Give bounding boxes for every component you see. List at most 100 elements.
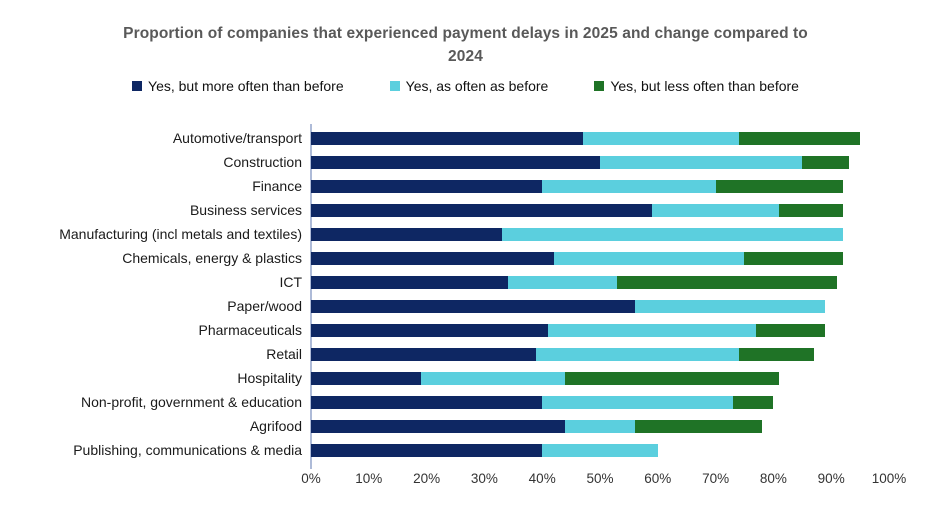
bar-segment (779, 203, 843, 217)
bar-segment (542, 179, 716, 193)
legend-item: Yes, but more often than before (132, 78, 344, 94)
bar-segment (311, 443, 543, 457)
stacked-bar (311, 323, 889, 337)
bar-rows: Automotive/transport Construction Finance B… (0, 126, 931, 462)
category-label: Chemicals, energy & plastics (122, 250, 302, 266)
bar-segment (547, 323, 757, 337)
bar-segment (311, 131, 583, 145)
bar-segment (600, 155, 803, 169)
legend-item: Yes, as often as before (389, 78, 549, 94)
bar-segment (311, 179, 543, 193)
bar-segment (507, 275, 618, 289)
bar-row: Agrifood (0, 414, 931, 438)
bar-row: Automotive/transport (0, 126, 931, 150)
x-axis-tick: 20% (413, 471, 441, 486)
legend-label: Yes, as often as before (405, 78, 549, 94)
bar-segment (582, 131, 739, 145)
y-axis-line (310, 124, 312, 469)
category-label: ICT (279, 274, 302, 290)
legend-label: Yes, but more often than before (148, 78, 344, 94)
legend-label: Yes, but less often than before (610, 78, 799, 94)
category-label: Agrifood (249, 418, 302, 434)
category-label: Manufacturing (incl metals and textiles) (59, 226, 302, 242)
stacked-bar (311, 275, 889, 289)
x-axis-tick: 10% (355, 471, 383, 486)
x-axis-tick: 90% (817, 471, 845, 486)
bar-row: Publishing, communications & media (0, 438, 931, 462)
stacked-bar (311, 155, 889, 169)
stacked-bar (311, 419, 889, 433)
x-axis-tick: 50% (586, 471, 614, 486)
bar-row: Retail (0, 342, 931, 366)
bar-row: Manufacturing (incl metals and textiles) (0, 222, 931, 246)
category-label: Business services (189, 202, 302, 218)
bar-row: Finance (0, 174, 931, 198)
bar-segment (501, 227, 843, 241)
category-label: Publishing, communications & media (73, 442, 302, 458)
chart-legend: Yes, but more often than before Yes, as o… (0, 78, 931, 94)
stacked-bar (311, 179, 889, 193)
bar-row: Hospitality (0, 366, 931, 390)
category-label: Retail (266, 346, 302, 362)
bar-row: Non-profit, government & education (0, 390, 931, 414)
stacked-bar (311, 371, 889, 385)
x-axis-tick: 70% (702, 471, 730, 486)
bar-segment (542, 443, 658, 457)
x-axis-tick: 60% (644, 471, 672, 486)
bar-segment (738, 131, 861, 145)
bar-segment (744, 251, 843, 265)
bar-segment (311, 299, 635, 313)
bar-segment (311, 203, 653, 217)
bar-segment (311, 371, 421, 385)
stacked-bar (311, 131, 889, 145)
bar-segment (536, 347, 739, 361)
category-label: Automotive/transport (172, 130, 302, 146)
bar-segment (756, 323, 826, 337)
stacked-bar (311, 251, 889, 265)
chart-title: Proportion of companies that experienced… (123, 25, 808, 66)
legend-swatch-icon (389, 81, 400, 91)
bar-row: Business services (0, 198, 931, 222)
bar-segment (311, 227, 502, 241)
bar-segment (311, 155, 600, 169)
bar-row: Pharmaceuticals (0, 318, 931, 342)
x-axis-tick: 30% (470, 471, 498, 486)
x-axis-tick: 100% (871, 471, 907, 486)
stacked-bar (311, 227, 889, 241)
bar-segment (553, 251, 745, 265)
bar-row: ICT (0, 270, 931, 294)
bar-segment (802, 155, 849, 169)
bar-segment (634, 299, 826, 313)
x-axis-tick: 80% (759, 471, 787, 486)
bar-segment (617, 275, 837, 289)
bar-segment (311, 419, 566, 433)
x-axis-tick: 0% (301, 471, 321, 486)
bar-segment (738, 347, 814, 361)
stacked-bar (311, 395, 889, 409)
bar-segment (311, 323, 548, 337)
stacked-bar (311, 347, 889, 361)
bar-row: Construction (0, 150, 931, 174)
x-axis-tick-labels: 0% 10% 20% 30% 40% 50% 60% 70% 80% 90% 100% (301, 471, 906, 491)
stacked-bar (311, 443, 889, 457)
legend-item: Yes, but less often than before (594, 78, 799, 94)
bar-segment (634, 419, 762, 433)
bar-segment (420, 371, 566, 385)
bar-segment (311, 347, 537, 361)
category-label: Hospitality (237, 370, 302, 386)
bar-segment (652, 203, 780, 217)
category-label: Non-profit, government & education (80, 394, 302, 410)
bar-segment (311, 395, 543, 409)
bar-segment (565, 371, 780, 385)
category-label: Pharmaceuticals (198, 322, 303, 338)
stacked-bar (311, 203, 889, 217)
bar-segment (542, 395, 733, 409)
bar-segment (732, 395, 774, 409)
category-label: Finance (252, 178, 302, 194)
bar-row: Paper/wood (0, 294, 931, 318)
bar-segment (715, 179, 843, 193)
bar-segment (565, 419, 635, 433)
category-label: Paper/wood (227, 298, 302, 314)
x-axis-tick: 40% (528, 471, 556, 486)
